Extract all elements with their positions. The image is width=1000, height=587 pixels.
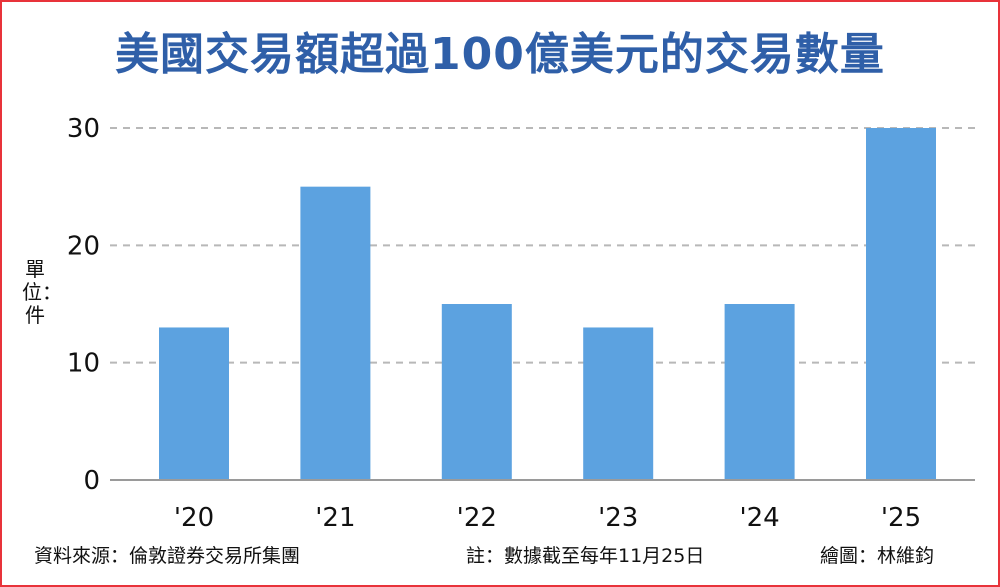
bar-22 xyxy=(441,304,512,480)
date-note: 註：數據截至每年11月25日 xyxy=(466,545,705,567)
x-tick-label: '22 xyxy=(457,503,497,533)
bar-25 xyxy=(866,128,936,480)
y-tick-label: 20 xyxy=(67,231,100,261)
x-tick-label: '21 xyxy=(315,503,355,533)
graphic-credit: 繪圖：林維鈞 xyxy=(820,545,935,567)
bar-23 xyxy=(583,327,654,480)
x-tick-labels: '20 '21 '22 '23 '24 '25 xyxy=(174,503,921,533)
gridlines xyxy=(110,127,975,364)
bars xyxy=(159,128,936,480)
source-note: 資料來源：倫敦證券交易所集團 xyxy=(34,545,301,567)
y-tick-label: 30 xyxy=(67,114,100,144)
bar-21 xyxy=(300,186,371,480)
chart-title: 美國交易額超過100億美元的交易數量 xyxy=(115,29,885,80)
x-tick-label: '23 xyxy=(598,503,638,533)
x-tick-label: '24 xyxy=(739,503,779,533)
y-tick-label: 10 xyxy=(67,349,100,379)
x-tick-label: '20 xyxy=(174,503,214,533)
y-tick-label: 0 xyxy=(83,466,100,496)
bar-20 xyxy=(159,327,229,480)
bar-24 xyxy=(724,304,795,480)
y-tick-labels: 0 10 20 30 xyxy=(67,114,100,496)
x-tick-label: '25 xyxy=(881,503,921,533)
